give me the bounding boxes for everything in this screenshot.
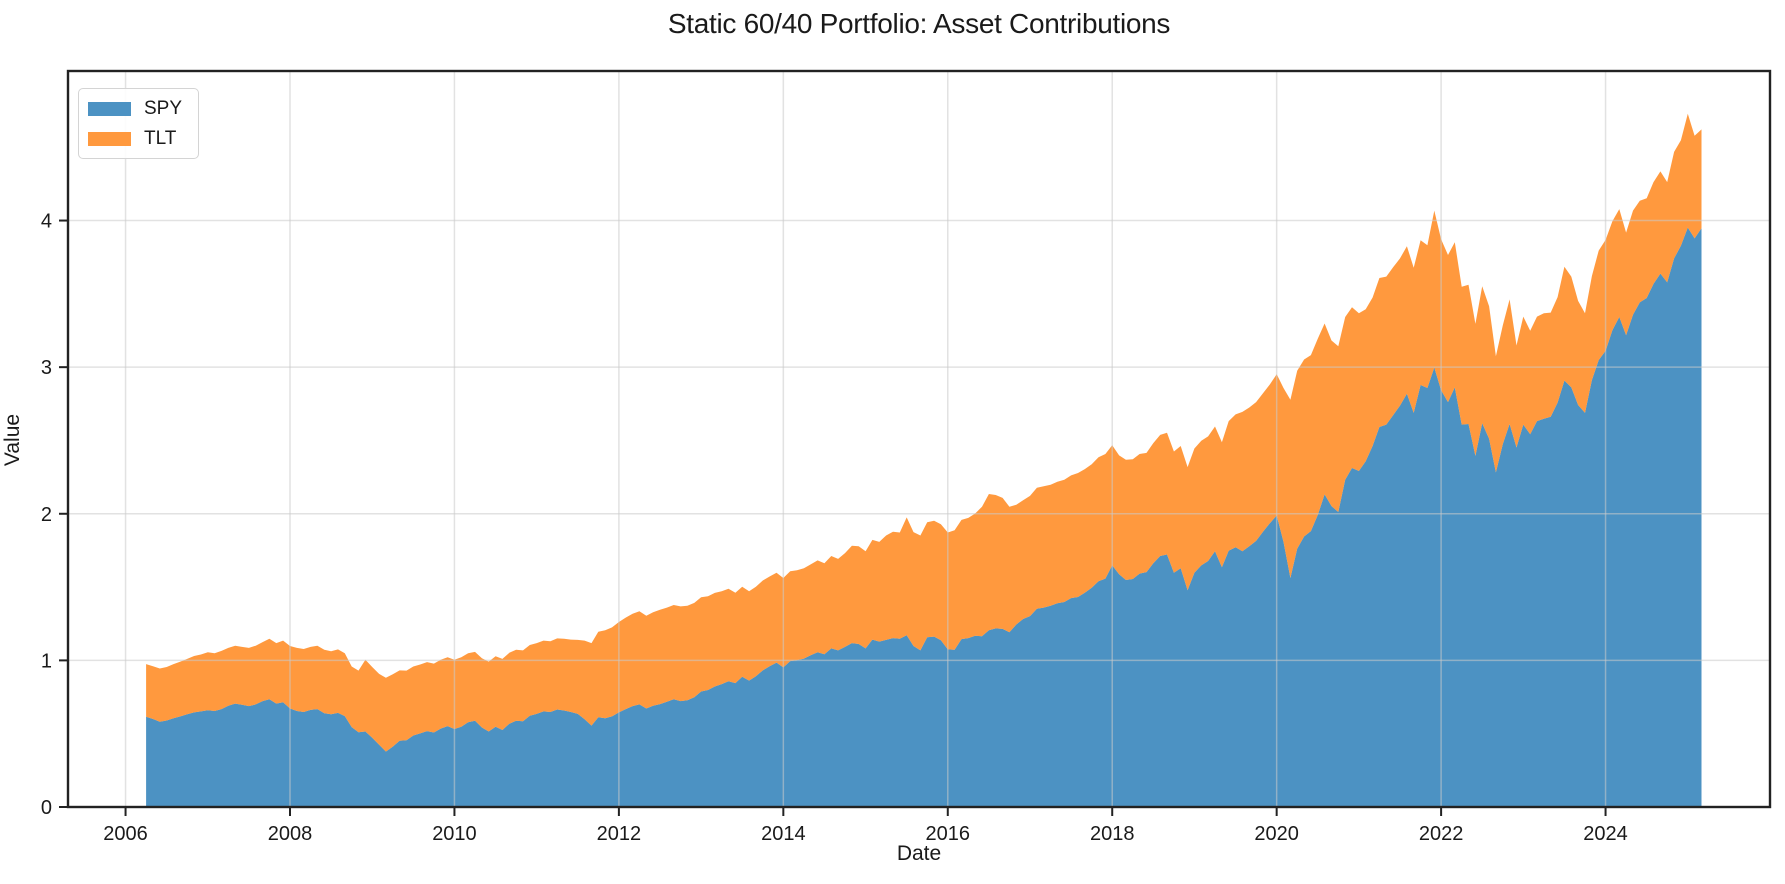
- y-tick-label: 0: [41, 797, 52, 819]
- y-tick-label: 1: [41, 650, 52, 672]
- x-tick-label: 2024: [1583, 823, 1628, 845]
- x-tick-label: 2012: [597, 823, 642, 845]
- legend-label-spy: SPY: [144, 98, 183, 119]
- y-tick-label: 2: [41, 504, 52, 526]
- x-tick-label: 2010: [432, 823, 477, 845]
- area-tlt: [146, 113, 1702, 752]
- legend-swatch-spy: [88, 101, 131, 116]
- x-tick-label: 2022: [1419, 823, 1464, 845]
- x-tick-label: 2006: [103, 823, 148, 845]
- legend-swatch-tlt: [88, 131, 131, 146]
- axes-spines: [66, 69, 1772, 809]
- y-tick-label: 3: [41, 357, 52, 379]
- y-axis-label: Value: [1, 413, 24, 467]
- legend-item-spy: SPY: [88, 99, 182, 118]
- y-tick-label: 4: [41, 211, 52, 233]
- x-axis-label: Date: [896, 842, 942, 865]
- x-tick-label: 2008: [268, 823, 313, 845]
- x-tick-label: 2018: [1090, 823, 1135, 845]
- chart-title: Static 60/40 Portfolio: Asset Contributi…: [667, 8, 1171, 39]
- legend-item-tlt: TLT: [88, 129, 182, 148]
- area-spy: [146, 227, 1702, 808]
- legend-label-tlt: TLT: [144, 128, 177, 149]
- x-tick-label: 2016: [926, 823, 971, 845]
- x-tick-label: 2014: [761, 823, 806, 845]
- legend: SPY TLT: [78, 88, 200, 159]
- x-tick-label: 2020: [1254, 823, 1299, 845]
